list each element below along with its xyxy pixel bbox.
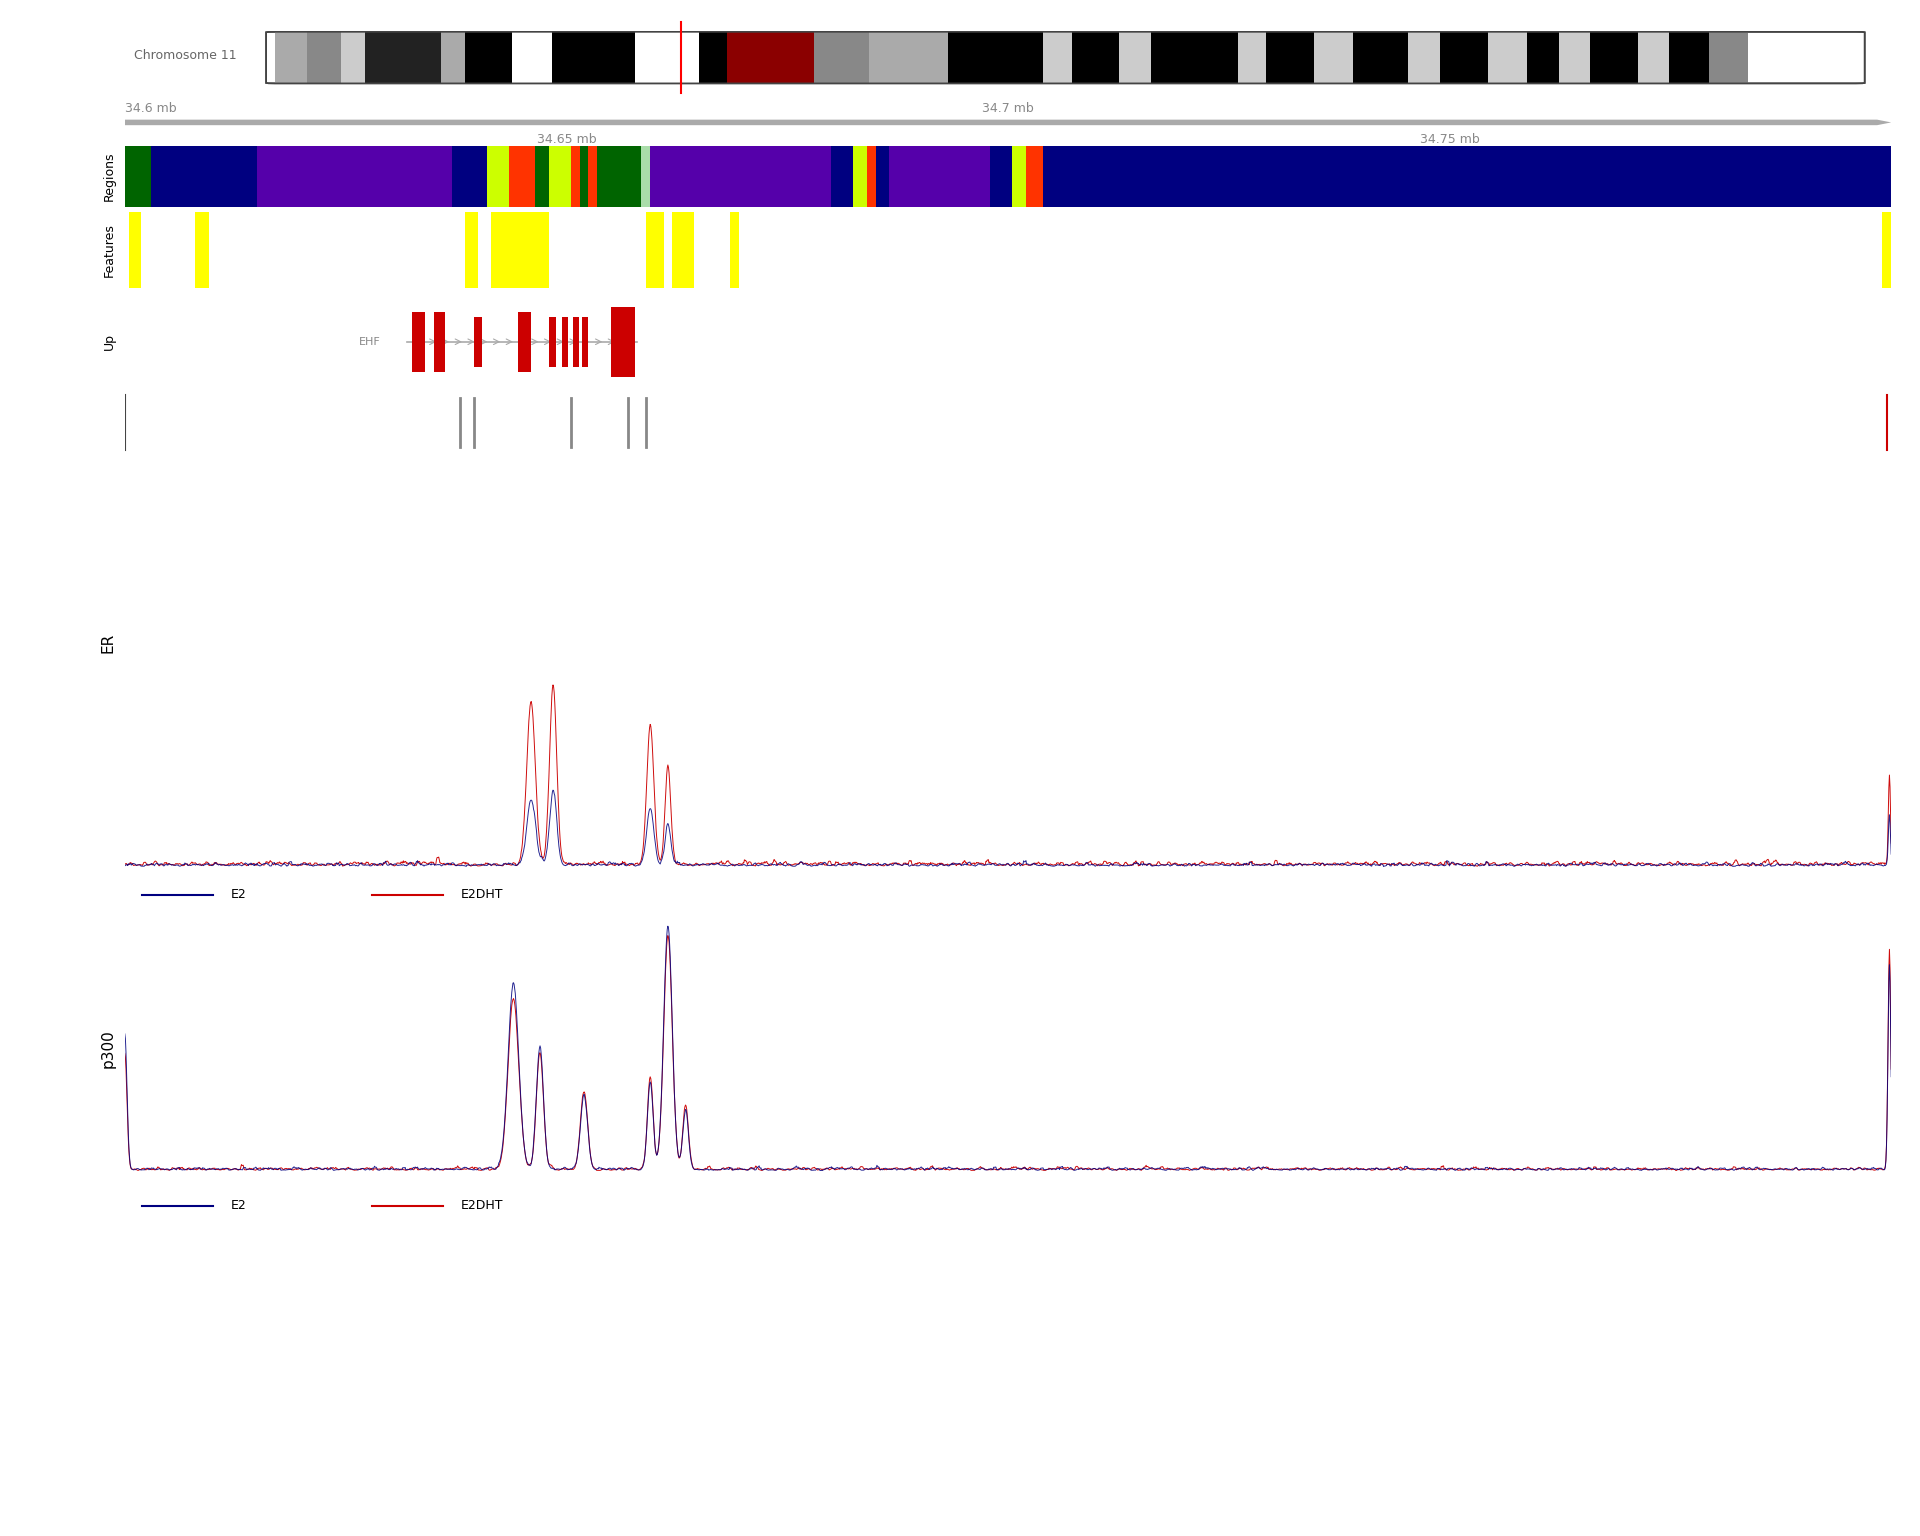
Bar	[651, 146, 664, 207]
Bar	[563, 316, 568, 367]
Bar	[580, 146, 589, 207]
Text: E2DHT: E2DHT	[461, 1200, 503, 1212]
FancyArrow shape	[125, 120, 1891, 126]
Text: ER: ER	[102, 633, 115, 653]
Text: Regions: Regions	[104, 152, 115, 201]
Bar	[991, 146, 1012, 207]
Bar	[1238, 32, 1265, 83]
Text: Features: Features	[104, 223, 115, 276]
Bar	[1590, 32, 1638, 83]
Bar	[551, 32, 580, 83]
Bar	[1025, 146, 1043, 207]
Text: E2: E2	[230, 888, 246, 902]
Bar	[889, 146, 991, 207]
Bar	[442, 32, 465, 83]
Bar	[589, 146, 597, 207]
Bar	[1638, 32, 1668, 83]
Bar	[664, 146, 831, 207]
Bar	[465, 212, 478, 287]
Bar	[1150, 32, 1198, 83]
Bar	[1354, 32, 1409, 83]
Bar	[730, 212, 739, 287]
Bar	[870, 32, 908, 83]
Text: 34.6 mb: 34.6 mb	[125, 103, 177, 115]
Bar	[125, 146, 152, 207]
Text: E2DHT: E2DHT	[461, 888, 503, 902]
Bar	[699, 32, 728, 83]
FancyBboxPatch shape	[267, 32, 1864, 83]
Bar	[488, 146, 509, 207]
Bar	[1488, 32, 1526, 83]
Bar	[908, 32, 948, 83]
Bar	[570, 146, 580, 207]
Bar	[1012, 146, 1025, 207]
Text: 34.7 mb: 34.7 mb	[983, 103, 1033, 115]
Bar	[1043, 32, 1071, 83]
Bar	[365, 32, 413, 83]
Bar	[1559, 32, 1590, 83]
Bar	[672, 212, 695, 287]
Bar	[876, 146, 889, 207]
Bar	[1313, 32, 1354, 83]
Bar	[996, 32, 1043, 83]
Bar	[1668, 32, 1709, 83]
Bar	[1709, 32, 1749, 83]
Bar	[342, 32, 365, 83]
Bar	[1409, 32, 1440, 83]
Bar	[518, 312, 532, 372]
Bar	[451, 146, 488, 207]
Bar	[1265, 32, 1313, 83]
Bar	[509, 146, 536, 207]
Bar	[597, 146, 611, 207]
Bar	[814, 32, 870, 83]
Bar	[129, 212, 140, 287]
Bar	[582, 316, 589, 367]
Text: Chromosome 11: Chromosome 11	[134, 49, 236, 63]
Text: Up: Up	[104, 333, 115, 350]
Bar	[152, 146, 257, 207]
Bar	[513, 32, 551, 83]
Bar	[536, 146, 549, 207]
Bar	[1119, 32, 1150, 83]
Bar	[434, 312, 445, 372]
Bar	[1526, 32, 1559, 83]
Bar	[728, 32, 814, 83]
Bar	[1440, 32, 1488, 83]
Bar	[492, 212, 549, 287]
Bar	[728, 32, 814, 83]
Bar	[307, 32, 342, 83]
Bar	[866, 146, 876, 207]
Bar	[611, 307, 636, 376]
Bar	[641, 146, 651, 207]
Bar	[854, 146, 866, 207]
Text: EHF: EHF	[359, 336, 380, 347]
Bar	[413, 312, 424, 372]
Bar	[257, 146, 451, 207]
Bar	[474, 316, 482, 367]
Bar	[549, 146, 570, 207]
Bar	[413, 32, 442, 83]
Bar	[275, 32, 307, 83]
Text: 34.65 mb: 34.65 mb	[536, 134, 597, 146]
Bar	[948, 32, 996, 83]
Bar	[1198, 32, 1238, 83]
Text: 34.75 mb: 34.75 mb	[1419, 134, 1480, 146]
Bar	[611, 146, 624, 207]
Bar	[196, 212, 209, 287]
Text: E2: E2	[230, 1200, 246, 1212]
Bar	[572, 316, 578, 367]
Bar	[465, 32, 513, 83]
Bar	[636, 32, 699, 83]
Bar	[549, 316, 555, 367]
Bar	[1882, 212, 1891, 287]
Bar	[831, 146, 854, 207]
Bar	[624, 146, 641, 207]
Text: p300: p300	[102, 1029, 115, 1068]
Bar	[1043, 146, 1891, 207]
Bar	[1071, 32, 1119, 83]
Bar	[580, 32, 636, 83]
Bar	[645, 212, 664, 287]
